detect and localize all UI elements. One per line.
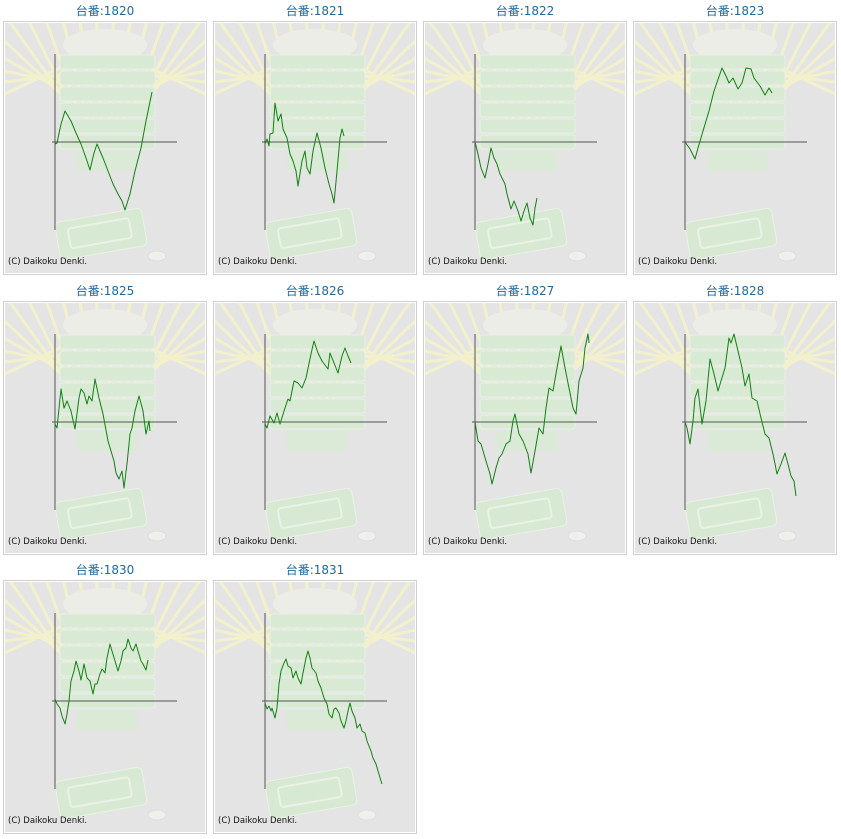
machine-graph-panel: 台番:1826 (C) Daikoku Denki. <box>210 280 420 559</box>
slump-graph: (C) Daikoku Denki. <box>215 23 415 273</box>
copyright-text: (C) Daikoku Denki. <box>638 257 717 267</box>
machine-graph-panel: 台番:1831 (C) Daikoku Denki. <box>210 559 420 838</box>
machine-graph-panel: 台番:1820 (C) Daikoku Denki. <box>0 0 210 279</box>
graph-image-frame[interactable]: (C) Daikoku Denki. <box>423 21 627 275</box>
slump-graph: (C) Daikoku Denki. <box>425 23 625 273</box>
difference-line <box>474 141 538 226</box>
graph-image-frame[interactable]: (C) Daikoku Denki. <box>633 21 837 275</box>
machine-graph-panel: 台番:1828 (C) Daikoku Denki. <box>630 280 840 559</box>
machine-number-link[interactable]: 台番:1821 <box>285 4 345 18</box>
machine-graph-panel: 台番:1827 (C) Daikoku Denki. <box>420 280 630 559</box>
decorative-machine-illustration <box>5 582 205 821</box>
graph-image-frame[interactable]: (C) Daikoku Denki. <box>3 301 207 555</box>
copyright-text: (C) Daikoku Denki. <box>218 257 297 267</box>
machine-graph-panel: 台番:1821 (C) Daikoku Denki. <box>210 0 420 279</box>
difference-line <box>54 378 151 489</box>
machine-graph-panel: 台番:1823 (C) Daikoku Denki. <box>630 0 840 279</box>
slump-graph: (C) Daikoku Denki. <box>5 303 205 553</box>
machine-graph-panel: 台番:1825 (C) Daikoku Denki. <box>0 280 210 559</box>
difference-line <box>264 102 345 204</box>
machine-number-link[interactable]: 台番:1827 <box>495 284 555 298</box>
graph-image-frame[interactable]: (C) Daikoku Denki. <box>423 301 627 555</box>
slump-graph: (C) Daikoku Denki. <box>635 303 835 553</box>
copyright-text: (C) Daikoku Denki. <box>8 816 87 826</box>
machine-number-link[interactable]: 台番:1830 <box>75 563 135 577</box>
copyright-text: (C) Daikoku Denki. <box>218 816 297 826</box>
graph-image-frame[interactable]: (C) Daikoku Denki. <box>213 21 417 275</box>
graph-image-frame[interactable]: (C) Daikoku Denki. <box>3 580 207 834</box>
copyright-text: (C) Daikoku Denki. <box>8 537 87 547</box>
machine-number-link[interactable]: 台番:1825 <box>75 284 135 298</box>
difference-line <box>264 650 383 785</box>
copyright-text: (C) Daikoku Denki. <box>638 537 717 547</box>
slump-graph: (C) Daikoku Denki. <box>215 303 415 553</box>
decorative-machine-illustration <box>215 23 415 262</box>
slump-graph: (C) Daikoku Denki. <box>635 23 835 273</box>
machine-graph-panel: 台番:1822 (C) Daikoku Denki. <box>420 0 630 279</box>
machine-number-link[interactable]: 台番:1823 <box>705 4 765 18</box>
difference-line <box>684 67 773 160</box>
decorative-machine-illustration <box>5 303 205 542</box>
slump-graph: (C) Daikoku Denki. <box>425 303 625 553</box>
decorative-machine-illustration <box>215 582 415 821</box>
slump-graph: (C) Daikoku Denki. <box>215 582 415 832</box>
machine-graph-panel: 台番:1830 (C) Daikoku Denki. <box>0 559 210 838</box>
slump-graph: (C) Daikoku Denki. <box>5 23 205 273</box>
copyright-text: (C) Daikoku Denki. <box>428 537 507 547</box>
graph-image-frame[interactable]: (C) Daikoku Denki. <box>213 301 417 555</box>
decorative-machine-illustration <box>425 303 625 542</box>
copyright-text: (C) Daikoku Denki. <box>218 537 297 547</box>
copyright-text: (C) Daikoku Denki. <box>428 257 507 267</box>
decorative-machine-illustration <box>5 23 205 262</box>
difference-line <box>54 638 149 725</box>
decorative-machine-illustration <box>635 23 835 262</box>
machine-number-link[interactable]: 台番:1828 <box>705 284 765 298</box>
slump-graph: (C) Daikoku Denki. <box>5 582 205 832</box>
machine-number-link[interactable]: 台番:1822 <box>495 4 555 18</box>
difference-line <box>54 91 153 211</box>
difference-line <box>684 333 797 497</box>
machine-number-link[interactable]: 台番:1820 <box>75 4 135 18</box>
copyright-text: (C) Daikoku Denki. <box>8 257 87 267</box>
machine-number-link[interactable]: 台番:1831 <box>285 563 345 577</box>
difference-line <box>264 340 352 429</box>
graph-image-frame[interactable]: (C) Daikoku Denki. <box>633 301 837 555</box>
machine-number-link[interactable]: 台番:1826 <box>285 284 345 298</box>
graph-image-frame[interactable]: (C) Daikoku Denki. <box>3 21 207 275</box>
difference-line <box>474 333 590 485</box>
decorative-machine-illustration <box>425 23 625 262</box>
graph-image-frame[interactable]: (C) Daikoku Denki. <box>213 580 417 834</box>
